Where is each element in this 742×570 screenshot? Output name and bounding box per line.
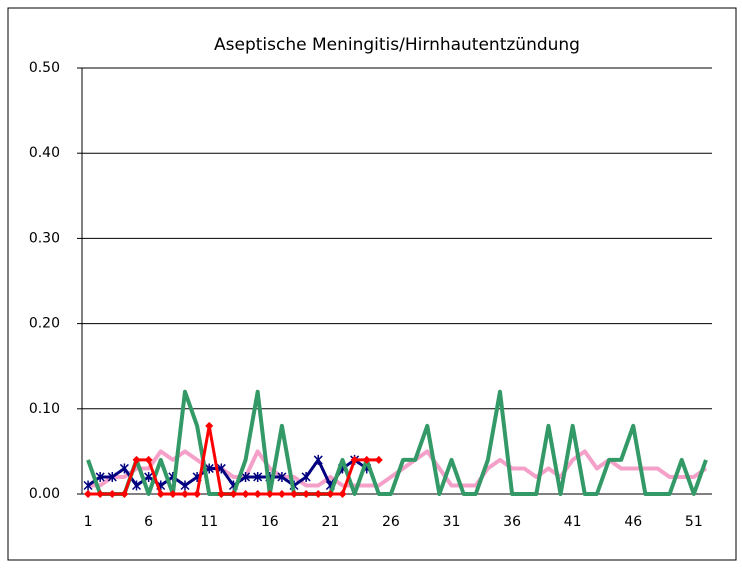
- y-tick-label: 0.40: [29, 145, 60, 161]
- marker: [350, 455, 359, 464]
- marker: [96, 490, 105, 498]
- marker: [253, 490, 262, 498]
- marker: [144, 455, 153, 464]
- series-line: [86, 389, 708, 496]
- marker: [326, 490, 335, 498]
- x-tick-label: 11: [200, 514, 218, 530]
- x-tick-label: 46: [624, 514, 642, 530]
- marker: [229, 490, 238, 498]
- marker: [277, 471, 287, 482]
- y-tick-label: 0.50: [29, 60, 60, 76]
- marker: [302, 490, 311, 498]
- marker: [107, 471, 117, 482]
- marker: [265, 490, 274, 498]
- marker: [95, 471, 105, 482]
- y-tick-label: 0.10: [29, 401, 60, 417]
- x-tick-label: 16: [261, 514, 279, 530]
- y-tick-label: 0.30: [29, 230, 60, 246]
- x-tick-label: 51: [685, 514, 703, 530]
- marker: [362, 455, 371, 464]
- marker: [156, 490, 165, 498]
- x-tick-label: 41: [564, 514, 582, 530]
- marker: [301, 471, 311, 482]
- marker: [241, 471, 251, 482]
- x-tick-label: 26: [382, 514, 400, 530]
- marker: [338, 490, 347, 498]
- chart-border: [7, 7, 737, 561]
- marker: [217, 490, 226, 498]
- marker: [108, 490, 117, 498]
- marker: [131, 480, 142, 491]
- y-tick-label: 0.00: [29, 486, 60, 502]
- marker: [314, 490, 323, 498]
- marker: [253, 471, 263, 482]
- marker: [277, 490, 286, 498]
- marker: [119, 463, 129, 474]
- y-tick-label: 0.20: [29, 316, 60, 332]
- chart-title: Aseptische Meningitis/Hirnhautentzündung: [214, 35, 580, 55]
- marker: [374, 455, 383, 464]
- marker: [168, 490, 177, 498]
- marker: [84, 490, 93, 498]
- marker: [180, 490, 189, 498]
- x-tick-label: 31: [443, 514, 461, 530]
- marker: [144, 471, 154, 482]
- x-tick-label: 21: [321, 514, 339, 530]
- marker: [193, 490, 202, 498]
- marker: [290, 490, 299, 498]
- x-tick-label: 1: [84, 514, 93, 530]
- marker: [241, 490, 250, 498]
- marker: [132, 455, 141, 464]
- marker: [205, 421, 214, 430]
- marker: [180, 480, 190, 491]
- marker: [313, 454, 323, 465]
- marker: [83, 480, 93, 491]
- x-tick-label: 6: [144, 514, 153, 530]
- x-tick-label: 36: [503, 514, 521, 530]
- marker: [120, 490, 129, 498]
